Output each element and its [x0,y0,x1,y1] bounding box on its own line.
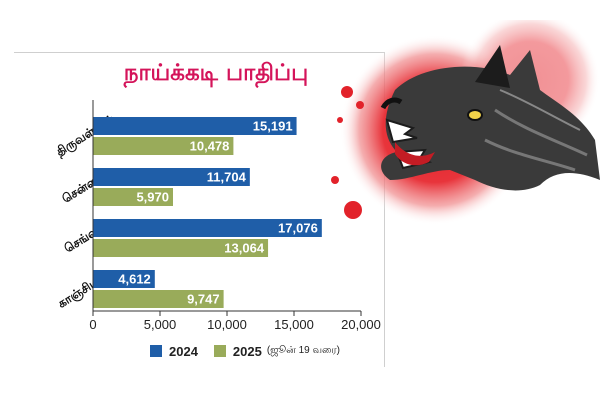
legend-label-2024: 2024 [169,343,198,359]
data-label: 15,191 [253,118,293,133]
bar-2024-2 [93,219,322,237]
legend-swatch-2025 [213,345,226,357]
legend-item-2025: 2025 (ஜூன் 19 வரை) [213,343,340,359]
chart-panel [14,52,385,367]
data-label: 9,747 [187,291,220,306]
legend-item-2024: 2024 [150,344,198,359]
chart-title: நாய்க்கடி பாதிப்பு [123,60,309,86]
legend: 2024 2025 (ஜூன் 19 வரை) [150,343,356,359]
bar-2025-1 [93,188,173,206]
angry-dog-icon [380,45,600,191]
x-tick-label: 20,000 [341,317,381,332]
data-label: 10,478 [190,138,230,153]
x-tick-label: 5,000 [144,317,177,332]
angry-dog-illustration [331,20,600,225]
bar-2024-3 [93,270,155,288]
bar-2024-1 [93,168,250,186]
data-label: 5,970 [136,189,169,204]
data-label: 17,076 [278,220,318,235]
legend-swatch-2024 [150,345,162,357]
data-label: 11,704 [207,169,247,184]
x-tick-label: 0 [89,317,96,332]
bar-2025-3 [93,290,224,308]
legend-label-2025: 2025 [232,343,262,359]
legend-note-2025: (ஜூன் 19 வரை) [266,345,340,356]
x-tick-label: 15,000 [274,317,314,332]
bar-2025-2 [93,239,269,257]
data-label: 4,612 [118,271,151,286]
x-tick-label: 10,000 [207,317,247,332]
bar-2024-0 [93,117,297,135]
bar-2025-0 [93,137,234,155]
data-label: 13,064 [224,240,265,255]
